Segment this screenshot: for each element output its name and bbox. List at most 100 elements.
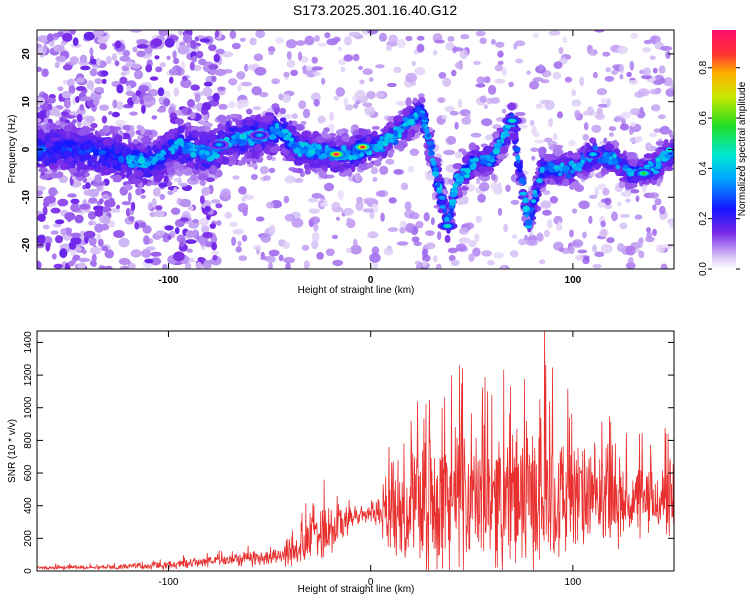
spectrogram-cell <box>286 156 296 162</box>
spectrogram-cell <box>197 173 208 181</box>
spectrogram-cell <box>362 102 373 108</box>
spectrogram-cell <box>321 133 333 139</box>
spectrogram-cell <box>187 99 195 108</box>
spectrogram-cell <box>353 158 360 167</box>
spectrogram-cell <box>486 162 493 167</box>
spectrogram-cell <box>317 42 327 47</box>
spectrogram-cell <box>94 86 105 94</box>
spectrogram-cell <box>111 53 117 62</box>
spectrogram-cell <box>60 228 67 236</box>
spectrogram-cell <box>335 87 346 97</box>
spectrogram-cell <box>115 204 121 210</box>
spectrogram-cell <box>54 61 60 69</box>
spectrogram-cell <box>120 164 128 170</box>
spectrogram-cell <box>127 163 135 168</box>
spectrogram-cell <box>204 205 211 213</box>
spectrogram-cell <box>169 76 174 84</box>
spectrogram-cell <box>437 97 446 103</box>
spectrogram-cell <box>505 184 511 192</box>
spectrogram-cell <box>43 43 48 54</box>
spectrogram-cell <box>266 154 273 161</box>
spectrogram-cell <box>313 99 320 107</box>
spectrogram-cell <box>399 220 407 228</box>
spectrogram-cell <box>70 203 81 213</box>
spectrogram-cell <box>383 247 394 256</box>
spectrogram-cell <box>194 93 201 103</box>
spectrogram-cell <box>103 215 111 225</box>
spectrogram-cell <box>630 189 640 194</box>
spectrogram-cell <box>180 217 190 222</box>
spectrogram-cell <box>44 134 52 142</box>
spectrogram-cell <box>284 149 290 157</box>
spectrogram-cell <box>199 38 211 43</box>
spectrogram-cell <box>150 251 162 257</box>
spectrogram-peak <box>360 145 366 149</box>
spectrogram-cell <box>474 233 480 242</box>
spectrogram-cell <box>642 185 647 193</box>
spectrogram-cell <box>87 211 97 220</box>
spectrogram-cell <box>278 93 284 101</box>
spectrogram-cell <box>529 80 540 90</box>
spectrogram-cell <box>359 152 365 157</box>
spectrogram-cell <box>201 187 211 196</box>
spectrogram-cell <box>237 84 242 92</box>
spectrogram-cell <box>108 220 115 228</box>
spectrogram-cell <box>444 234 451 243</box>
spectrogram-cell <box>298 136 310 141</box>
spectrogram-cell <box>615 164 621 170</box>
spectrogram-cell <box>57 198 69 207</box>
spectrogram-cell <box>116 84 124 94</box>
spectrogram-cell <box>558 172 563 177</box>
spectrogram-cell <box>181 76 188 81</box>
spectrogram-cell <box>239 37 246 42</box>
spectrogram-cell <box>126 84 132 94</box>
spectrogram-cell <box>173 87 180 97</box>
spectrogram-cell <box>669 138 674 145</box>
spectrogram-cell <box>586 106 594 115</box>
spectrogram-cell <box>570 169 575 174</box>
spectrogram-cell <box>245 157 253 163</box>
spectrogram-cell <box>199 134 208 142</box>
spectrogram-cell <box>460 170 466 176</box>
spectrogram-cell <box>472 247 481 257</box>
spectrogram-cell <box>61 90 72 99</box>
spectrogram-cell <box>569 229 574 238</box>
spectrogram-cell <box>422 116 428 121</box>
snr-frame <box>36 330 675 572</box>
spectrogram-cell <box>118 143 124 148</box>
spectrogram-cell <box>659 125 671 135</box>
spectrogram-cell <box>670 84 674 89</box>
spectrogram-cell <box>42 206 48 216</box>
spectrogram-cell <box>591 124 602 133</box>
spectrogram-cell <box>416 35 425 41</box>
spectrogram-cell <box>376 92 385 99</box>
spectrogram-cell <box>366 91 376 100</box>
spectrogram-cell <box>97 238 104 247</box>
spectrogram-cell <box>94 174 102 183</box>
spectrogram-cell <box>310 216 321 224</box>
spectrogram-cell <box>457 98 462 109</box>
spectrogram-cell <box>210 199 221 204</box>
spectrogram-cell <box>203 81 213 87</box>
spectrogram-cell <box>548 117 554 128</box>
snr-y-tick-label: 400 <box>23 497 34 514</box>
spectrogram-cell <box>41 68 49 77</box>
spectrogram-cell <box>463 179 470 185</box>
spectrogram-cell <box>592 145 599 152</box>
spectrogram-cell <box>589 170 596 177</box>
spectrogram-cell <box>497 207 503 216</box>
spectrogram-cell <box>369 252 381 263</box>
spectrogram-cell <box>290 69 298 77</box>
spectrogram-cell <box>454 121 459 130</box>
snr-x-tick-label: -100 <box>158 577 178 588</box>
snr-x-tick-label: 100 <box>565 577 582 588</box>
spectrogram-cell <box>170 149 175 155</box>
spectrogram-cell <box>162 237 170 243</box>
spectrogram-cell <box>552 133 558 141</box>
spectrogram-cell <box>323 164 328 173</box>
spectrogram-cell <box>568 160 575 167</box>
spectrogram-cell <box>190 151 197 158</box>
spectrogram-cell <box>343 162 353 169</box>
spectrogram-cell <box>149 76 159 81</box>
